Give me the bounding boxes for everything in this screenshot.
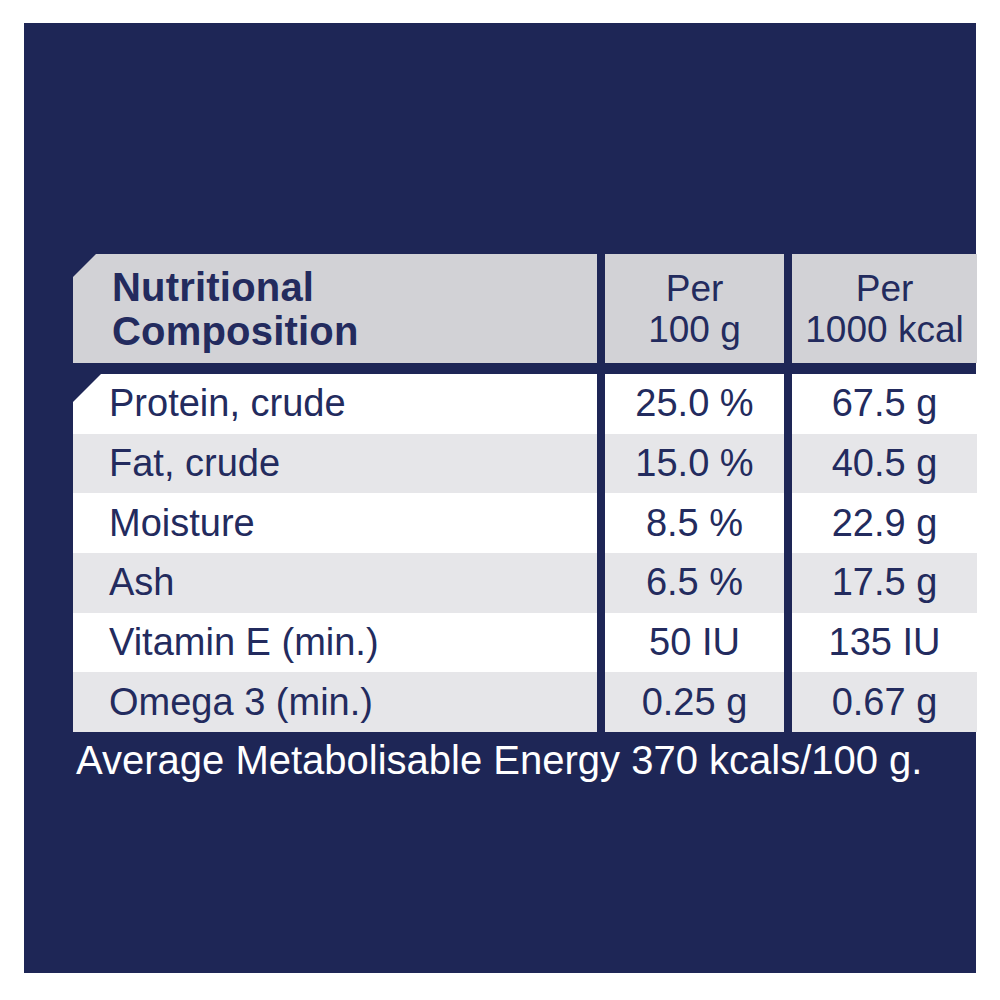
table-row-moisture: Moisture 8.5 % 22.9 g [73, 493, 977, 553]
per-1000kcal-line2: 1000 kcal [805, 309, 963, 350]
value-per-100g: 0.25 g [605, 672, 784, 732]
value-per-100g: 8.5 % [605, 493, 784, 553]
per-100g-line2: 100 g [648, 309, 741, 350]
value-per-1000kcal: 0.67 g [792, 672, 977, 732]
value-per-100g: 15.0 % [605, 434, 784, 494]
value-per-1000kcal: 22.9 g [792, 493, 977, 553]
table-row-fat: Fat, crude 15.0 % 40.5 g [73, 434, 977, 494]
per-100g-line1: Per [666, 268, 724, 309]
label-page: Nutritional Composition Per 100 g Per 10… [0, 0, 1000, 1000]
energy-note: Average Metabolisable Energy 370 kcals/1… [76, 737, 922, 783]
value-per-100g: 6.5 % [605, 553, 784, 613]
row-label: Protein, crude [73, 374, 597, 434]
column-header-per-100g: Per 100 g [605, 254, 784, 363]
row-label: Ash [73, 553, 597, 613]
table-row-protein: Protein, crude 25.0 % 67.5 g [73, 374, 977, 434]
value-per-1000kcal: 40.5 g [792, 434, 977, 494]
nutrition-table: Nutritional Composition Per 100 g Per 10… [73, 254, 977, 732]
value-per-100g: 25.0 % [605, 374, 784, 434]
value-per-1000kcal: 17.5 g [792, 553, 977, 613]
row-label: Moisture [73, 493, 597, 553]
table-row-vitamin-e: Vitamin E (min.) 50 IU 135 IU [73, 613, 977, 673]
row-label: Omega 3 (min.) [73, 672, 597, 732]
table-row-omega-3: Omega 3 (min.) 0.25 g 0.67 g [73, 672, 977, 732]
table-header-row: Nutritional Composition Per 100 g Per 10… [73, 254, 977, 363]
navy-panel: Nutritional Composition Per 100 g Per 10… [24, 23, 976, 973]
table-row-ash: Ash 6.5 % 17.5 g [73, 553, 977, 613]
value-per-100g: 50 IU [605, 613, 784, 673]
header-title-line2: Composition [112, 309, 597, 353]
column-header-per-1000kcal: Per 1000 kcal [792, 254, 977, 363]
value-per-1000kcal: 67.5 g [792, 374, 977, 434]
row-label: Fat, crude [73, 434, 597, 494]
table-body: Protein, crude 25.0 % 67.5 g Fat, crude … [73, 374, 977, 732]
per-1000kcal-line1: Per [856, 268, 914, 309]
header-title-line1: Nutritional [112, 265, 597, 309]
header-title: Nutritional Composition [73, 254, 597, 363]
value-per-1000kcal: 135 IU [792, 613, 977, 673]
row-label: Vitamin E (min.) [73, 613, 597, 673]
